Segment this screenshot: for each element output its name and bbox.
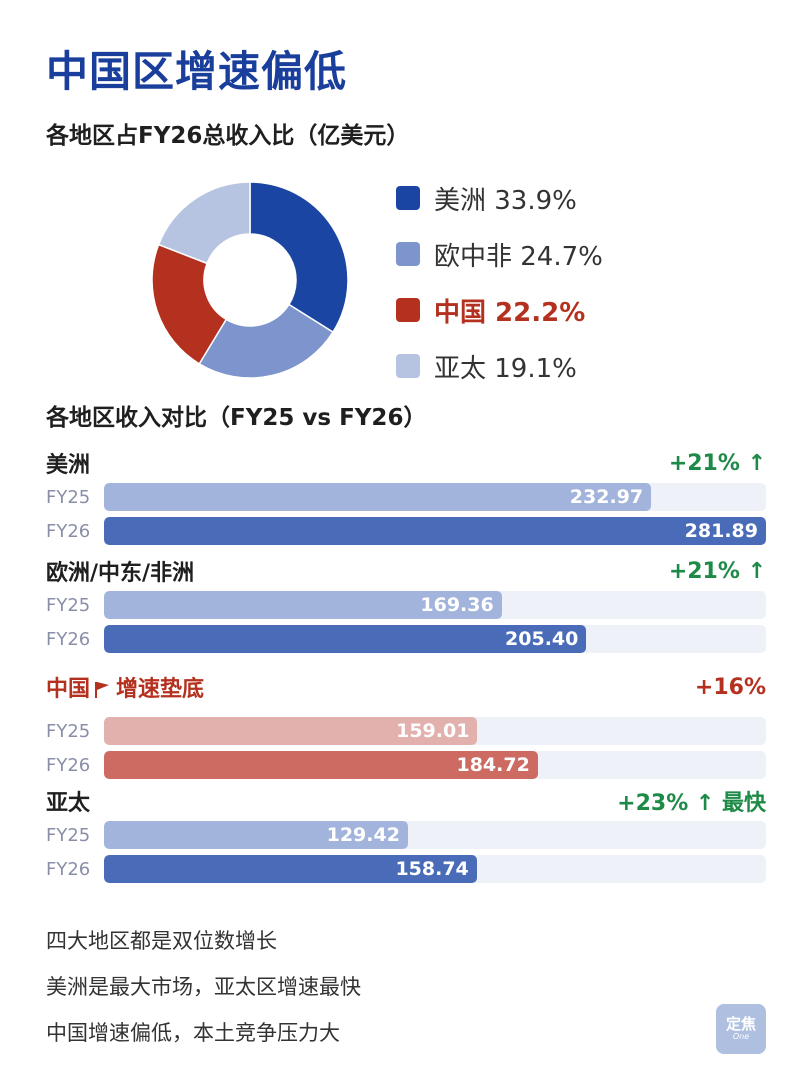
region-name: 中国	[46, 677, 91, 702]
donut-slice-china	[151, 243, 228, 365]
note-line: 中国增速偏低，本土竞争压力大	[46, 1021, 340, 1045]
bar-track: 281.89	[104, 517, 766, 545]
bar-track: 158.74	[104, 855, 766, 883]
legend-swatch-americas	[396, 186, 420, 210]
donut-section-title: 各地区占FY26总收入比（亿美元）	[46, 123, 410, 149]
region-growth: +21% ↑	[668, 558, 766, 584]
bar-label-fy26: FY26	[46, 628, 91, 650]
donut-legend: 美洲 33.9% 欧中非 24.7% 中国 22.2% 亚太 19.1%	[396, 170, 603, 394]
legend-item-china: 中国 22.2%	[396, 282, 603, 338]
donut-slice-emea	[198, 303, 334, 379]
bar-label-fy25: FY25	[46, 594, 91, 616]
bar-apac-fy26: 158.74	[104, 855, 477, 883]
region-name: 美洲	[46, 453, 91, 478]
region-growth: +16%	[694, 674, 766, 700]
bar-label-fy26: FY26	[46, 858, 91, 880]
bar-track: 159.01	[104, 717, 766, 745]
bar-label-fy26: FY26	[46, 520, 91, 542]
bar-label-fy25: FY25	[46, 824, 91, 846]
bar-track: 129.42	[104, 821, 766, 849]
note-line: 四大地区都是双位数增长	[46, 929, 277, 953]
region-growth: +21% ↑	[668, 450, 766, 476]
donut-chart	[151, 181, 349, 379]
region-name: 亚太	[46, 791, 91, 816]
bar-china-fy26: 184.72	[104, 751, 538, 779]
flag-icon	[95, 682, 110, 698]
notes: 四大地区都是双位数增长 美洲是最大市场，亚太区增速最快 中国增速偏低，本土竞争压…	[46, 918, 361, 1056]
bar-track: 169.36	[104, 591, 766, 619]
bar-track: 205.40	[104, 625, 766, 653]
donut-slice-apac	[157, 181, 251, 265]
brand-logo-sub: One	[732, 1032, 750, 1041]
legend-label-americas: 美洲 33.9%	[434, 185, 577, 216]
region-china: 中国 增速垫底 +16% FY25 159.01 FY26 184.72	[46, 670, 766, 782]
region-tag: 增速垫底	[116, 677, 205, 702]
bar-label-fy25: FY25	[46, 486, 91, 508]
bar-section-title: 各地区收入对比（FY25 vs FY26）	[46, 405, 427, 431]
donut-slice-americas	[249, 181, 349, 334]
region-apac: 亚太 +23% ↑ 最快 FY25 129.42 FY26 158.74	[46, 784, 766, 886]
region-emea: 欧洲/中东/非洲 +21% ↑ FY25 169.36 FY26 205.40	[46, 554, 766, 656]
legend-item-emea: 欧中非 24.7%	[396, 226, 603, 282]
legend-label-apac: 亚太 19.1%	[434, 353, 577, 384]
bar-china-fy25: 159.01	[104, 717, 478, 745]
bar-americas-fy25: 232.97	[104, 483, 652, 511]
bar-emea-fy26: 205.40	[104, 625, 587, 653]
bar-track: 232.97	[104, 483, 766, 511]
region-americas: 美洲 +21% ↑ FY25 232.97 FY26 281.89	[46, 446, 766, 548]
legend-swatch-emea	[396, 242, 420, 266]
legend-item-americas: 美洲 33.9%	[396, 170, 603, 226]
region-growth: +23% ↑ 最快	[617, 791, 766, 816]
legend-item-apac: 亚太 19.1%	[396, 338, 603, 394]
legend-label-china: 中国 22.2%	[434, 297, 586, 328]
legend-swatch-apac	[396, 354, 420, 378]
brand-logo: 定焦 One	[716, 1004, 766, 1054]
bar-label-fy26: FY26	[46, 754, 91, 776]
legend-label-emea: 欧中非 24.7%	[434, 241, 603, 272]
region-name-china: 中国 增速垫底	[46, 671, 204, 703]
note-line: 美洲是最大市场，亚太区增速最快	[46, 975, 361, 999]
brand-logo-main: 定焦	[725, 1015, 756, 1033]
bar-label-fy25: FY25	[46, 720, 91, 742]
bar-americas-fy26: 281.89	[104, 517, 766, 545]
bar-apac-fy25: 129.42	[104, 821, 408, 849]
region-name: 欧洲/中东/非洲	[46, 561, 195, 586]
page-title: 中国区增速偏低	[46, 47, 348, 96]
bar-track: 184.72	[104, 751, 766, 779]
bar-emea-fy25: 169.36	[104, 591, 502, 619]
legend-swatch-china	[396, 298, 420, 322]
